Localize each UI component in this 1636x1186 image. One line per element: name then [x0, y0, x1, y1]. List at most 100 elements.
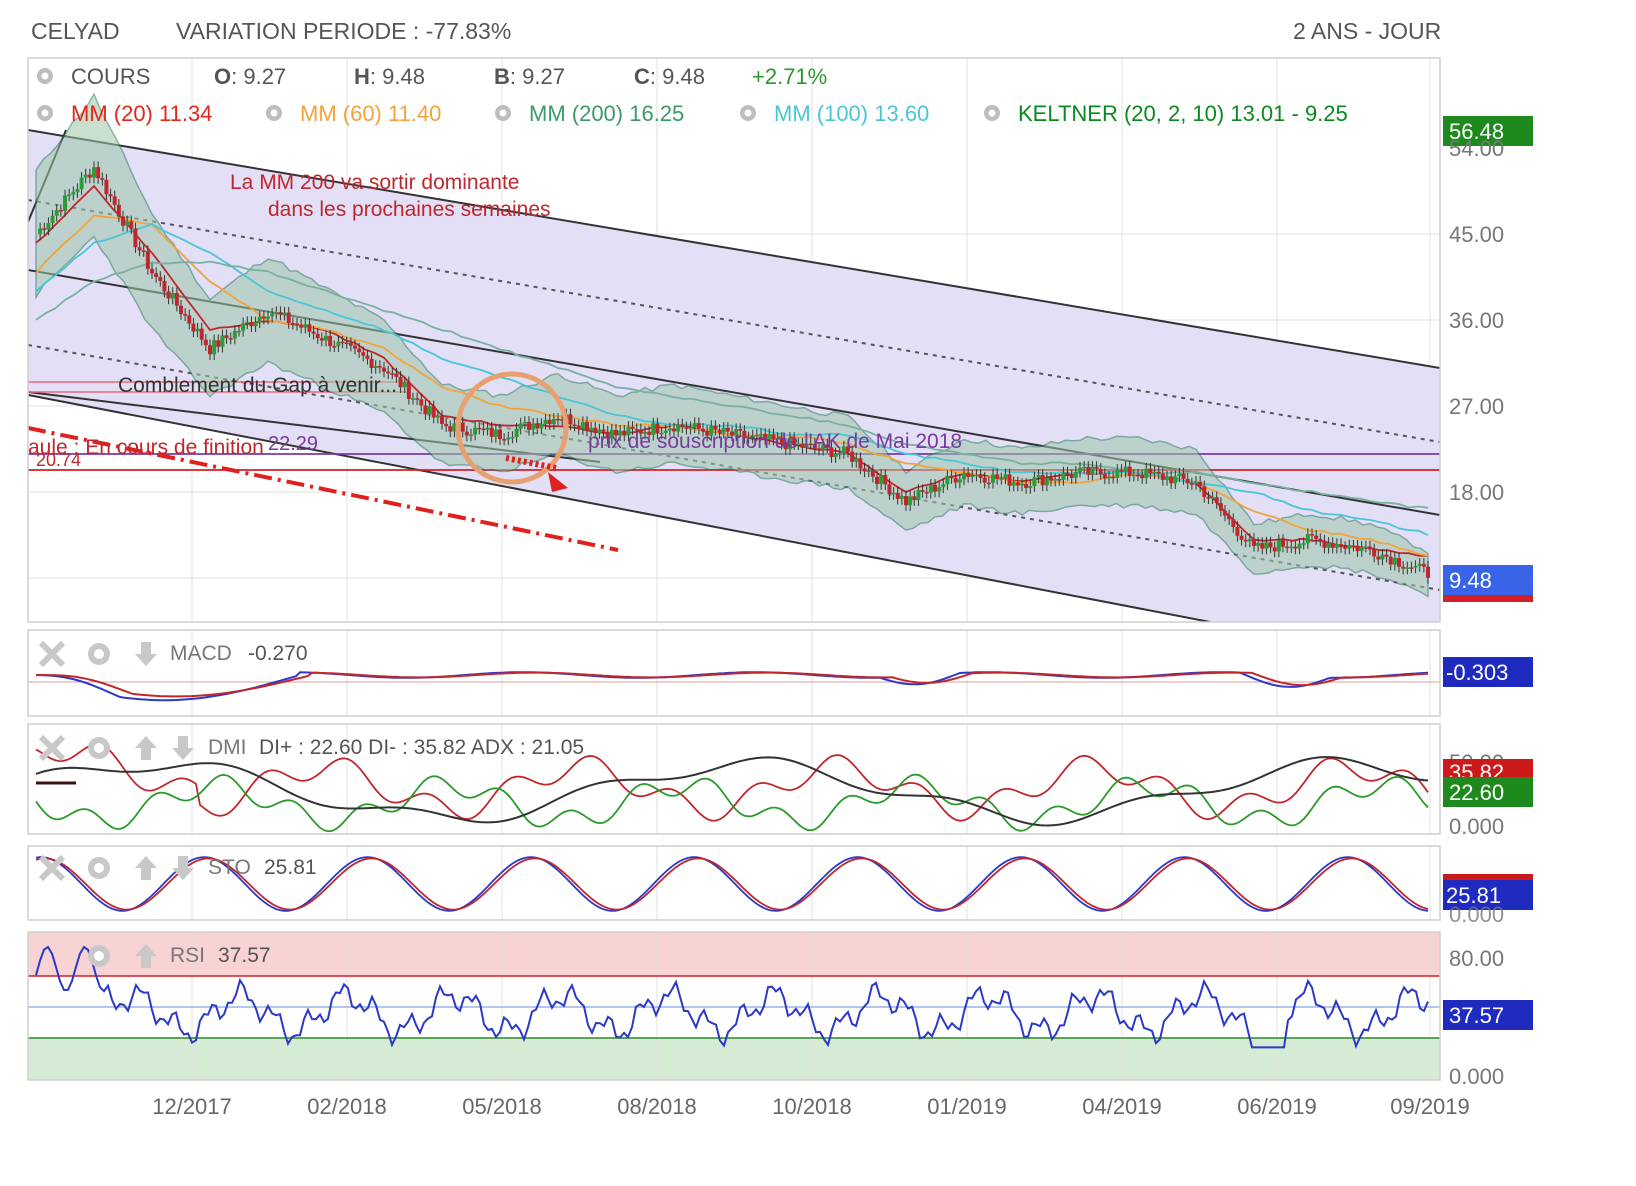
- candle-body: [1140, 475, 1145, 479]
- candle-body: [1301, 543, 1306, 545]
- candle-body: [1330, 543, 1335, 548]
- candle-body: [1276, 540, 1281, 552]
- candle-body: [319, 338, 324, 341]
- gear-icon[interactable]: [37, 68, 53, 84]
- gear-icon[interactable]: [984, 105, 1000, 121]
- candle-body: [767, 434, 772, 440]
- candle-body: [203, 339, 208, 346]
- gear-icon[interactable]: [88, 643, 110, 665]
- sto-tag: [1443, 874, 1533, 880]
- candle-body: [170, 293, 175, 299]
- candle-body: [1165, 476, 1169, 480]
- gear-icon[interactable]: [88, 737, 110, 759]
- arrow-up-icon[interactable]: [135, 944, 157, 968]
- gear-icon[interactable]: [37, 105, 53, 121]
- sto-label: STO: [208, 856, 251, 879]
- close-icon[interactable]: [38, 734, 66, 762]
- candle-body: [63, 195, 67, 211]
- dash-dot-trend: [28, 426, 619, 552]
- candle-body: [228, 338, 233, 340]
- arrow-up-icon[interactable]: [135, 856, 157, 880]
- candle-body: [705, 430, 710, 436]
- change-value: +2.71%: [752, 64, 827, 89]
- gear-icon[interactable]: [88, 945, 110, 967]
- period-label[interactable]: 2 ANS - JOUR: [1293, 18, 1442, 44]
- candle-body: [427, 406, 432, 415]
- gear-icon[interactable]: [88, 857, 110, 879]
- candle-body: [1355, 545, 1360, 552]
- candle-body: [535, 423, 540, 429]
- close-icon[interactable]: [38, 854, 66, 882]
- candle-body: [1032, 477, 1037, 487]
- candle-body: [353, 345, 357, 349]
- price-tick-label: 18.00: [1449, 480, 1504, 505]
- low-value: B: 9.27: [494, 64, 565, 89]
- candle-body: [568, 414, 573, 425]
- candle-body: [846, 446, 850, 452]
- candle-body: [67, 194, 72, 197]
- candle-body: [937, 487, 942, 492]
- candle-body: [713, 425, 718, 430]
- candle-body: [282, 312, 287, 315]
- macd-value: -0.270: [248, 642, 308, 665]
- candle-body: [1024, 483, 1029, 489]
- annotation-souscription: prix de souscription de l'AK de Mai 2018: [588, 430, 962, 453]
- price-tick-label: 45.00: [1449, 222, 1504, 247]
- candle-body: [1131, 474, 1136, 477]
- candle-body: [862, 468, 867, 472]
- candle-body: [42, 228, 47, 230]
- candle-body: [551, 418, 556, 425]
- candle-body: [730, 431, 734, 436]
- gear-icon[interactable]: [495, 105, 511, 121]
- candle-body: [1136, 474, 1140, 477]
- macd-panel: MACD -0.270 -0.303: [27, 629, 1533, 717]
- candle-body: [1297, 543, 1302, 549]
- close-value: C: 9.48: [634, 64, 705, 89]
- candle-body: [361, 352, 366, 356]
- arrow-down-icon[interactable]: [172, 856, 194, 880]
- gear-icon[interactable]: [740, 105, 756, 121]
- arrow-up-icon[interactable]: [135, 736, 157, 760]
- annotation-gap: Comblement du Gap à venir...: [118, 374, 397, 397]
- candle-body: [547, 419, 552, 425]
- rsi-tag-text: 37.57: [1449, 1003, 1504, 1028]
- candle-body: [904, 496, 908, 506]
- gear-icon[interactable]: [266, 105, 282, 121]
- x-axis-label: 06/2019: [1237, 1094, 1317, 1119]
- candle-body: [129, 221, 134, 229]
- candle-body: [1235, 526, 1240, 536]
- arrow-down-icon[interactable]: [135, 642, 157, 666]
- indicator-legend-4: KELTNER (20, 2, 10) 13.01 - 9.25: [1018, 101, 1348, 126]
- candle-body: [1289, 546, 1294, 549]
- candle-body: [680, 424, 685, 428]
- candle-body: [941, 484, 946, 488]
- candle-body: [1144, 468, 1149, 479]
- candle-body: [696, 423, 701, 429]
- close-icon[interactable]: [38, 640, 66, 668]
- candle-body: [775, 437, 780, 440]
- candle-body: [709, 425, 714, 436]
- last-price-tag-underline: [1443, 595, 1533, 602]
- candle-body: [183, 314, 188, 316]
- candle-body: [431, 406, 436, 418]
- dmi-values: DI+ : 22.60 DI- : 35.82 ADX : 21.05: [259, 736, 584, 759]
- x-axis-label: 08/2018: [617, 1094, 697, 1119]
- candle-body: [717, 429, 722, 433]
- candle-body: [278, 312, 283, 315]
- candle-body: [1020, 483, 1024, 486]
- candle-body: [850, 451, 855, 462]
- candle-body: [597, 429, 602, 434]
- candle-body: [249, 322, 254, 327]
- candle-body: [1090, 466, 1095, 475]
- dmi-plus-line: [35, 773, 1429, 833]
- candle-body: [1268, 542, 1273, 548]
- candle-body: [1078, 467, 1082, 472]
- candle-body: [742, 430, 747, 438]
- candle-body: [1169, 476, 1174, 484]
- arrow-down-icon[interactable]: [172, 736, 194, 760]
- candle-body: [651, 423, 656, 435]
- candle-body: [779, 437, 784, 444]
- candle-body: [257, 316, 262, 323]
- macd-tag: [1443, 657, 1533, 687]
